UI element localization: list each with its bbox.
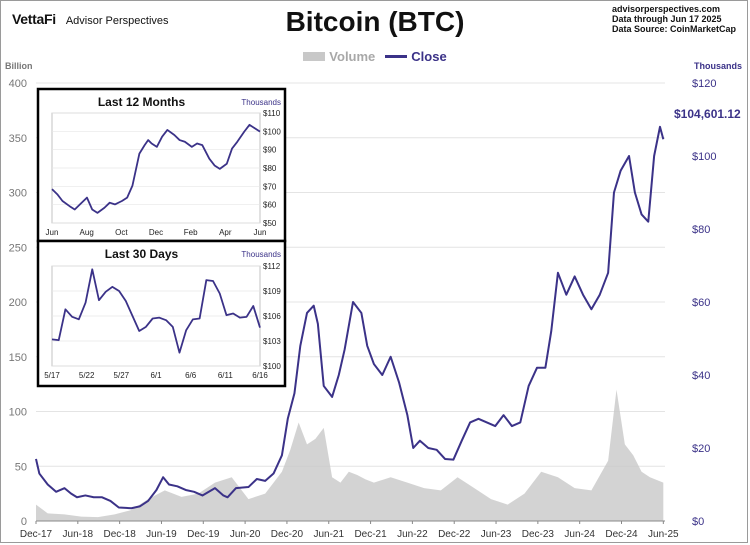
brand-logo: VettaFi (12, 11, 56, 27)
inset-x-tick-label: Feb (184, 228, 198, 237)
right-tick-label: $0 (692, 516, 704, 528)
right-tick-label: $80 (692, 224, 710, 236)
x-tick-label: Dec-23 (522, 529, 555, 540)
x-tick-label: Jun-21 (313, 529, 344, 540)
inset-y-tick-label: $109 (263, 287, 281, 296)
inset-x-tick-label: 6/6 (185, 371, 197, 380)
inset-units: Thousands (241, 98, 281, 107)
brand: VettaFi Advisor Perspectives (12, 11, 169, 27)
x-tick-label: Dec-18 (104, 529, 137, 540)
right-tick-label: $40 (692, 370, 710, 382)
x-tick-label: Dec-20 (271, 529, 304, 540)
x-tick-label: Jun-25 (648, 529, 679, 540)
right-tick-label: $100 (692, 151, 716, 163)
inset-last-12-months: Last 12 Months Thousands $110 $100 $90 $80 $70… (36, 87, 287, 243)
inset-y-tick-label: $60 (263, 201, 277, 210)
left-tick-label: 50 (15, 461, 27, 473)
legend-item-volume: Volume (303, 49, 375, 64)
legend-item-close: Close (385, 49, 447, 64)
inset-x-tick-label: Apr (219, 228, 232, 237)
left-tick-label: 150 (9, 352, 27, 364)
inset-x-tick-label: Oct (115, 228, 128, 237)
inset-y-tick-label: $100 (263, 362, 281, 371)
close-line-group (35, 125, 665, 510)
source-line-data: Data Source: CoinMarketCap (611, 24, 736, 34)
right-tick-label: $60 (692, 297, 710, 309)
inset-y-tick-label: $90 (263, 146, 277, 155)
inset-x-tick-label: 5/17 (44, 371, 60, 380)
right-tick-label: $120 (692, 78, 716, 90)
inset-units: Thousands (241, 250, 281, 259)
inset-title: Last 12 Months (98, 95, 186, 109)
inset-close-line (51, 123, 261, 214)
left-tick-label: 350 (9, 133, 27, 145)
inset-y-tick-label: $70 (263, 182, 277, 191)
chart-legend: Volume Close (0, 49, 750, 64)
close-line (35, 125, 665, 510)
volume-area (36, 389, 664, 521)
left-tick-label: 250 (9, 242, 27, 254)
right-axis-title: Thousands (693, 61, 742, 71)
source-line-site: advisorperspectives.com (611, 4, 721, 14)
inset-close-line (51, 268, 261, 354)
inset-y-tick-label: $110 (263, 109, 281, 118)
left-tick-label: 100 (9, 407, 27, 419)
x-tick-label: Jun-20 (230, 529, 261, 540)
x-tick-label: Jun-19 (146, 529, 177, 540)
x-tick-label: Dec-21 (354, 529, 387, 540)
inset-x-tick-label: 6/16 (252, 371, 268, 380)
left-tick-label: 300 (9, 188, 27, 200)
brand-subtitle: Advisor Perspectives (65, 15, 169, 27)
x-tick-label: Jun-24 (564, 529, 595, 540)
last-value-label: $104,601.12 (674, 107, 741, 121)
inset-frame (36, 87, 287, 243)
legend-label-volume: Volume (329, 49, 376, 64)
inset-x-tick-label: 6/1 (150, 371, 162, 380)
x-tick-label: Dec-22 (438, 529, 471, 540)
chart-title: Bitcoin (BTC) (285, 6, 465, 37)
inset-x-tick-label: Aug (80, 228, 94, 237)
x-tick-label: Jun-23 (481, 529, 512, 540)
left-tick-label: 0 (21, 516, 27, 528)
volume-area-group (36, 389, 664, 521)
inset-frame (36, 239, 287, 388)
right-tick-label: $20 (692, 443, 710, 455)
inset-y-tick-label: $112 (263, 262, 281, 271)
source-block: advisorperspectives.com Data through Jun… (612, 4, 736, 34)
x-tick-label: Dec-24 (605, 529, 638, 540)
left-tick-label: 400 (9, 78, 27, 90)
left-tick-label: 200 (9, 297, 27, 309)
inset-title: Last 30 Days (105, 247, 179, 261)
inset-x-tick-label: Jun (46, 228, 59, 237)
left-axis-title: Billion (5, 61, 33, 71)
x-tick-label: Jun-18 (63, 529, 94, 540)
legend-label-close: Close (411, 49, 447, 64)
inset-y-tick-label: $50 (263, 219, 277, 228)
inset-x-tick-label: Dec (149, 228, 163, 237)
inset-y-tick-label: $106 (263, 312, 281, 321)
source-line-date: Data through Jun 17 2025 (611, 14, 722, 24)
inset-y-tick-label: $80 (263, 164, 277, 173)
inset-x-tick-label: 5/27 (114, 371, 130, 380)
inset-y-tick-label: $100 (263, 127, 281, 136)
inset-x-tick-label: 6/11 (218, 371, 234, 380)
legend-swatch-volume (303, 52, 326, 61)
main-axis-ticks: 0 50 100 150 200 250 300 350 400 $0 $20 $40 $60 $80 $1… (9, 78, 741, 540)
x-tick-label: Jun-22 (397, 529, 428, 540)
legend-swatch-close (385, 55, 408, 58)
inset-y-tick-label: $103 (263, 337, 281, 346)
inset-x-tick-label: Jun (254, 228, 267, 237)
inset-last-30-days: Last 30 Days Thousands $112 $109 $106 $103 $10… (36, 239, 287, 388)
inset-x-tick-label: 5/22 (79, 371, 95, 380)
x-tick-label: Dec-19 (187, 529, 220, 540)
x-tick-label: Dec-17 (20, 529, 53, 540)
